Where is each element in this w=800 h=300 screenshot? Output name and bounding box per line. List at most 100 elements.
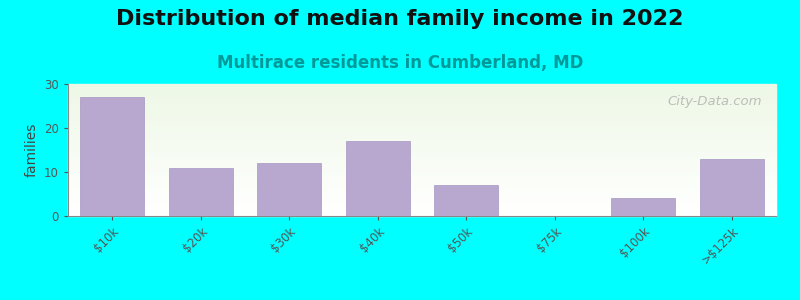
Bar: [68, 168, 776, 169]
Bar: [68, 103, 776, 104]
Bar: [68, 174, 776, 175]
Bar: [68, 85, 776, 86]
Bar: [68, 95, 776, 96]
Bar: [68, 160, 776, 161]
Bar: [68, 175, 776, 176]
Bar: [68, 94, 776, 95]
Bar: [68, 156, 776, 157]
Bar: [68, 199, 776, 200]
Bar: [80, 97, 144, 216]
Bar: [68, 109, 776, 110]
Bar: [68, 176, 776, 177]
Bar: [68, 157, 776, 158]
Bar: [68, 129, 776, 130]
Bar: [68, 108, 776, 109]
Bar: [68, 88, 776, 89]
Bar: [68, 183, 776, 184]
Bar: [68, 155, 776, 156]
Bar: [68, 133, 776, 134]
Bar: [68, 147, 776, 148]
Bar: [68, 150, 776, 151]
Bar: [68, 200, 776, 201]
Bar: [68, 145, 776, 146]
Text: Multirace residents in Cumberland, MD: Multirace residents in Cumberland, MD: [217, 54, 583, 72]
Bar: [68, 99, 776, 100]
Bar: [68, 117, 776, 118]
Bar: [68, 207, 776, 208]
Bar: [68, 180, 776, 181]
Bar: [68, 134, 776, 135]
Bar: [68, 187, 776, 188]
Bar: [68, 120, 776, 121]
Bar: [68, 141, 776, 142]
Bar: [68, 135, 776, 136]
Bar: [68, 124, 776, 125]
Text: City-Data.com: City-Data.com: [667, 94, 762, 108]
Bar: [68, 113, 776, 114]
Bar: [68, 149, 776, 150]
Bar: [68, 164, 776, 165]
Bar: [68, 97, 776, 98]
Bar: [68, 140, 776, 141]
Bar: [68, 189, 776, 190]
Bar: [68, 203, 776, 204]
Text: Distribution of median family income in 2022: Distribution of median family income in …: [116, 9, 684, 29]
Bar: [68, 190, 776, 191]
Bar: [68, 158, 776, 159]
Bar: [68, 136, 776, 137]
Bar: [68, 89, 776, 90]
Bar: [68, 209, 776, 210]
Bar: [68, 139, 776, 140]
Bar: [68, 143, 776, 144]
Bar: [700, 159, 764, 216]
Bar: [68, 96, 776, 97]
Bar: [68, 86, 776, 87]
Bar: [68, 110, 776, 111]
Bar: [68, 195, 776, 196]
Bar: [68, 210, 776, 211]
Bar: [68, 138, 776, 139]
Bar: [68, 104, 776, 105]
Bar: [68, 152, 776, 153]
Bar: [68, 101, 776, 102]
Bar: [68, 111, 776, 112]
Bar: [68, 169, 776, 170]
Bar: [68, 119, 776, 120]
Bar: [68, 192, 776, 193]
Bar: [68, 118, 776, 119]
Bar: [68, 178, 776, 179]
Bar: [68, 84, 776, 85]
Bar: [68, 206, 776, 207]
Bar: [68, 166, 776, 167]
Bar: [68, 128, 776, 129]
Bar: [68, 126, 776, 127]
Bar: [68, 106, 776, 107]
Bar: [68, 127, 776, 128]
Bar: [68, 167, 776, 168]
Bar: [68, 98, 776, 99]
Bar: [68, 105, 776, 106]
Bar: [68, 181, 776, 182]
Y-axis label: families: families: [25, 123, 38, 177]
Bar: [68, 214, 776, 215]
Bar: [68, 196, 776, 197]
Bar: [68, 215, 776, 216]
Bar: [611, 198, 675, 216]
Bar: [68, 87, 776, 88]
Bar: [68, 146, 776, 147]
Bar: [68, 102, 776, 103]
Bar: [434, 185, 498, 216]
Bar: [68, 92, 776, 93]
Bar: [68, 198, 776, 199]
Bar: [68, 154, 776, 155]
Bar: [68, 201, 776, 202]
Bar: [68, 184, 776, 185]
Bar: [68, 116, 776, 117]
Bar: [68, 185, 776, 186]
Bar: [68, 160, 776, 161]
Bar: [68, 112, 776, 113]
Bar: [68, 142, 776, 143]
Bar: [68, 131, 776, 132]
Bar: [68, 144, 776, 145]
Bar: [68, 197, 776, 198]
